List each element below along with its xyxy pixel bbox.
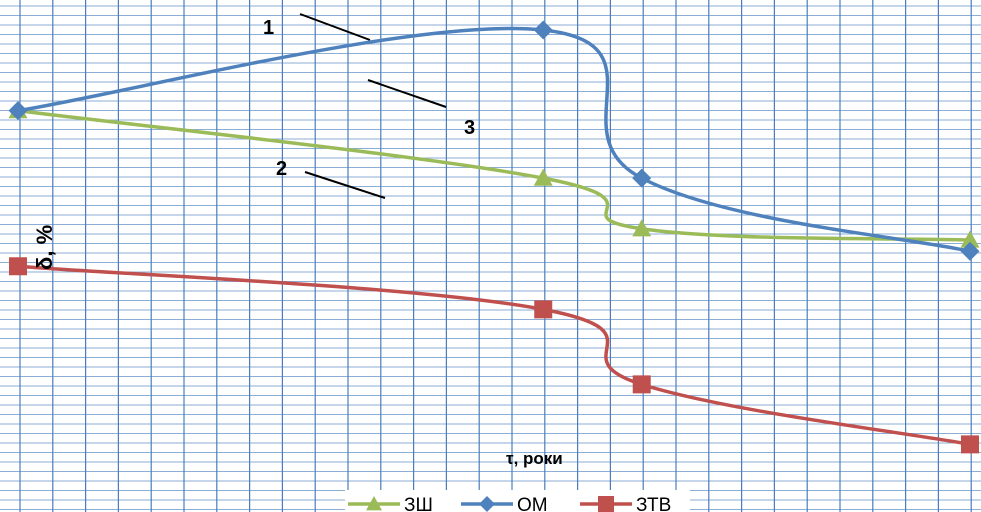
annotation-pointer [304,171,386,199]
data-point-square [9,257,27,276]
y-axis-label: δ, % [32,225,57,270]
annotation-pointers [299,13,447,199]
series-line-square [17,264,971,447]
legend-marker-square [598,496,614,512]
x-axis-label: τ, роки [506,449,563,468]
series-lines [17,26,971,447]
data-point-square [961,435,979,454]
data-point-triangle [533,168,553,186]
annotation-label: 3 [464,117,475,139]
series-line-diamond [17,26,971,253]
data-point-square [632,375,651,394]
legend-label: ЗТВ [636,495,671,512]
annotations: 1 2 3 [263,17,475,180]
series-markers [8,20,980,454]
annotation-label: 1 [263,17,274,39]
data-point-diamond [533,20,553,40]
data-point-diamond [632,168,652,188]
annotation-pointer [299,13,371,41]
data-point-square [534,300,553,319]
series-line-triangle [17,108,971,242]
legend-marker-diamond [479,496,495,512]
annotation-label: 2 [276,158,287,180]
legend-label: ОМ [517,495,548,512]
data-point-triangle [960,230,980,248]
data-point-diamond [8,101,28,121]
data-point-triangle [632,219,652,237]
legend-label: ЗШ [404,495,433,512]
annotation-pointer [367,79,447,108]
legend: ЗШ ОМ ЗТВ [345,490,690,512]
legend-marker-triangle [366,496,382,511]
data-point-diamond [960,241,980,261]
